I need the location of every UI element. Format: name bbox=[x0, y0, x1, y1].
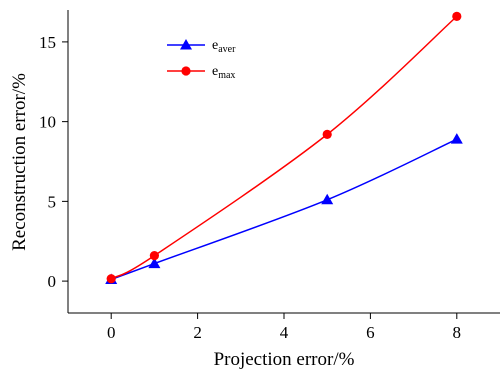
x-tick-label: 2 bbox=[193, 323, 202, 342]
legend-marker bbox=[180, 39, 192, 50]
x-tick-label: 0 bbox=[107, 323, 116, 342]
series-line-aver bbox=[110, 138, 458, 281]
legend-item-aver: eaver bbox=[167, 38, 236, 55]
series-layer bbox=[105, 11, 463, 285]
x-tick-label: 6 bbox=[366, 323, 375, 342]
legend-item-max: emax bbox=[167, 64, 235, 81]
data-point-aver bbox=[148, 257, 161, 269]
y-tick-label: 15 bbox=[39, 33, 56, 52]
y-tick-label: 0 bbox=[48, 272, 57, 291]
legend-marker bbox=[181, 66, 191, 76]
series-aver bbox=[105, 133, 463, 285]
y-ticks: 0 5 10 15 bbox=[39, 33, 68, 291]
x-tick-label: 4 bbox=[280, 323, 289, 342]
data-point-aver bbox=[321, 193, 334, 205]
series-max bbox=[106, 11, 462, 284]
legend: eaver emax bbox=[167, 38, 236, 81]
legend-label: eaver bbox=[212, 38, 236, 55]
y-tick-label: 5 bbox=[48, 192, 57, 211]
series-line-max bbox=[110, 15, 458, 280]
data-point-max bbox=[149, 250, 159, 261]
y-axis-title: Reconstruction error/% bbox=[9, 73, 30, 251]
axes bbox=[67, 10, 500, 314]
y-tick-label: 10 bbox=[39, 113, 56, 132]
data-point-max bbox=[322, 129, 332, 139]
data-point-max bbox=[106, 274, 116, 284]
data-point-aver bbox=[450, 133, 463, 144]
legend-label: emax bbox=[212, 64, 235, 81]
x-ticks: 0 2 4 6 8 bbox=[107, 313, 461, 342]
data-point-max bbox=[452, 11, 462, 21]
x-axis-title: Projection error/% bbox=[214, 349, 355, 370]
x-tick-label: 8 bbox=[453, 323, 462, 342]
